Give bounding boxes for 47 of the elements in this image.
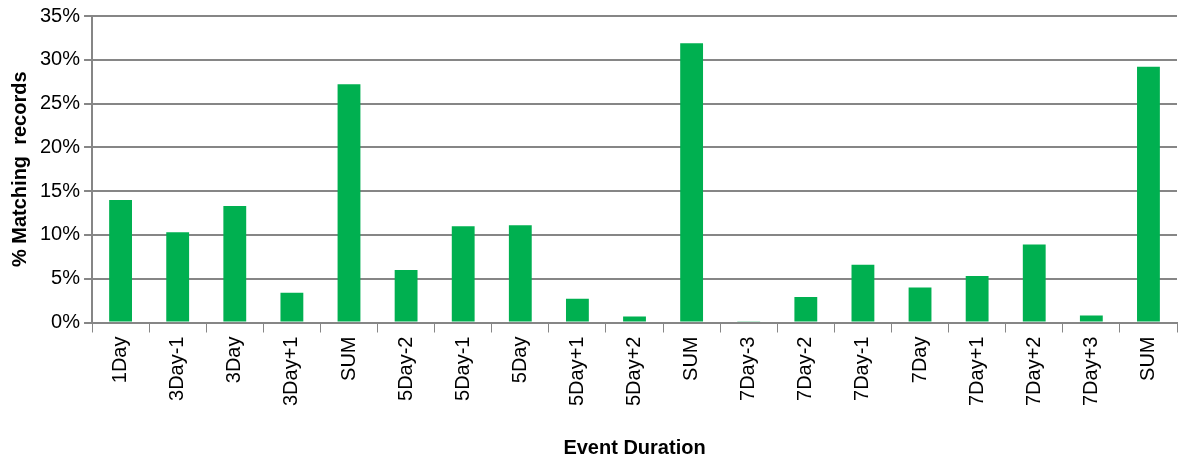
x-tick-label: 7Day+1	[964, 336, 987, 407]
y-tick-label: 25%	[40, 91, 81, 114]
y-tick-label: 5%	[51, 266, 81, 289]
bar	[280, 292, 304, 322]
x-tick-label: 3Day+1	[279, 336, 302, 407]
x-tick-label: 7Day+3	[1078, 336, 1101, 407]
y-tick-label: 0%	[51, 310, 81, 333]
bar	[1079, 315, 1103, 322]
x-tick-label: 1Day	[108, 336, 131, 384]
y-tick-label: 10%	[40, 222, 81, 245]
x-tick-label: SUM	[336, 336, 359, 381]
bar	[451, 226, 475, 322]
bar	[565, 298, 589, 322]
bar	[223, 206, 247, 322]
y-tick-label: 15%	[40, 178, 81, 201]
y-tick-label: 35%	[40, 3, 81, 26]
bar	[908, 287, 932, 322]
x-tick-label: 5Day+2	[622, 336, 645, 407]
x-tick-label: 5Day-1	[450, 336, 473, 401]
bar	[166, 232, 190, 322]
bar	[794, 297, 818, 322]
y-tick-label: 20%	[40, 134, 81, 157]
bar	[508, 225, 532, 322]
x-tick-label: 7Day-3	[736, 336, 759, 401]
x-tick-label: 3Day-1	[165, 336, 188, 401]
bar	[337, 84, 361, 322]
bar	[965, 276, 989, 322]
x-axis-title: Event Duration	[563, 435, 706, 458]
bar	[1022, 244, 1046, 322]
bar	[680, 43, 704, 322]
x-tick-label: 7Day	[907, 336, 930, 384]
bar	[623, 316, 646, 322]
x-tick-label: SUM	[679, 336, 702, 381]
x-tick-label: 7Day-1	[850, 336, 873, 401]
y-axis-title: % Matching records	[7, 71, 30, 268]
x-tick-label: 5Day	[507, 336, 530, 384]
x-tick-label: 3Day	[222, 336, 245, 384]
bar	[109, 199, 132, 322]
x-tick-label: 5Day-2	[393, 336, 416, 401]
x-tick-label: 7Day-2	[793, 336, 816, 401]
bar	[1137, 66, 1160, 322]
bar	[851, 264, 875, 322]
x-tick-label: SUM	[1135, 336, 1158, 381]
y-tick-label: 30%	[40, 47, 81, 70]
bar	[394, 269, 418, 322]
x-tick-label: 7Day+2	[1021, 336, 1044, 407]
x-tick-label: 5Day+1	[564, 336, 587, 407]
